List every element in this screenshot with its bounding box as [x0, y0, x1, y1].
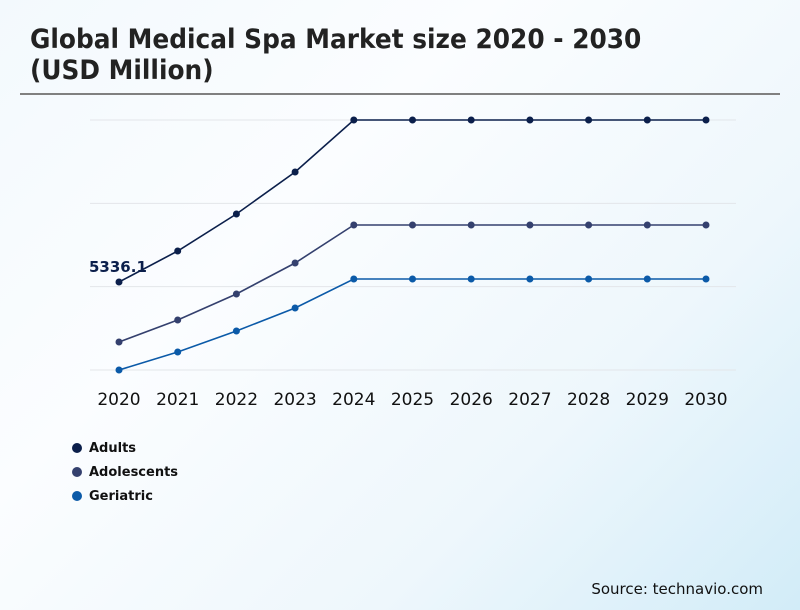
data-point: [409, 116, 416, 124]
data-point: [232, 327, 240, 335]
legend-dot-icon: [72, 443, 82, 453]
series-line-adults: [118, 119, 706, 283]
data-point: [643, 116, 651, 124]
data-point: [350, 116, 358, 124]
x-tick-label: 2022: [215, 390, 258, 410]
data-point: [174, 247, 182, 255]
data-point: [585, 116, 593, 124]
data-point: [409, 275, 416, 283]
data-point: [232, 210, 240, 218]
x-tick-label: 2021: [156, 390, 199, 410]
data-point: [291, 168, 299, 176]
data-point: [467, 275, 475, 283]
x-tick-label: 2024: [332, 390, 375, 410]
chart-title: Global Medical Spa Market size 2020 - 20…: [30, 24, 642, 86]
x-tick-label: 2027: [508, 390, 551, 410]
data-label: 5336.1: [89, 258, 147, 276]
legend-item-adolescents: Adolescents: [72, 460, 178, 484]
data-point: [467, 221, 475, 229]
series-line-geriatric: [118, 278, 706, 371]
x-tick-label: 2020: [97, 390, 140, 410]
legend-label: Adolescents: [89, 464, 179, 480]
data-point: [115, 338, 123, 346]
data-point: [174, 348, 182, 356]
legend-item-adults: Adults: [72, 436, 178, 460]
x-tick-label: 2026: [450, 390, 493, 410]
data-point: [409, 221, 416, 229]
data-point: [232, 290, 240, 298]
x-tick-label: 2028: [567, 390, 610, 410]
data-point: [526, 221, 534, 229]
legend-dot-icon: [72, 491, 82, 501]
legend-dot-icon: [72, 467, 82, 477]
title-divider: [20, 93, 780, 95]
legend-item-geriatric: Geriatric: [72, 484, 178, 508]
data-point: [174, 316, 182, 324]
data-point: [643, 275, 651, 283]
data-point: [702, 116, 710, 124]
data-point: [291, 304, 299, 312]
data-point: [350, 275, 358, 283]
x-tick-label: 2029: [626, 390, 669, 410]
data-point: [526, 116, 534, 124]
data-point: [115, 278, 123, 286]
data-point: [291, 259, 299, 267]
data-point: [467, 116, 475, 124]
data-point: [702, 275, 710, 283]
data-point: [350, 221, 358, 229]
data-point: [585, 221, 593, 229]
x-tick-label: 2023: [273, 390, 316, 410]
x-tick-label: 2025: [391, 390, 434, 410]
data-point: [702, 221, 710, 229]
legend-label: Adults: [89, 440, 137, 456]
data-point: [643, 221, 651, 229]
series-line-adolescents: [118, 224, 706, 343]
data-point: [526, 275, 534, 283]
x-tick-label: 2030: [684, 390, 727, 410]
data-point: [585, 275, 593, 283]
legend: Adults Adolescents Geriatric: [72, 436, 178, 508]
legend-label: Geriatric: [89, 488, 153, 504]
data-point: [115, 366, 123, 374]
source-note: Source: technavio.com: [591, 580, 763, 598]
